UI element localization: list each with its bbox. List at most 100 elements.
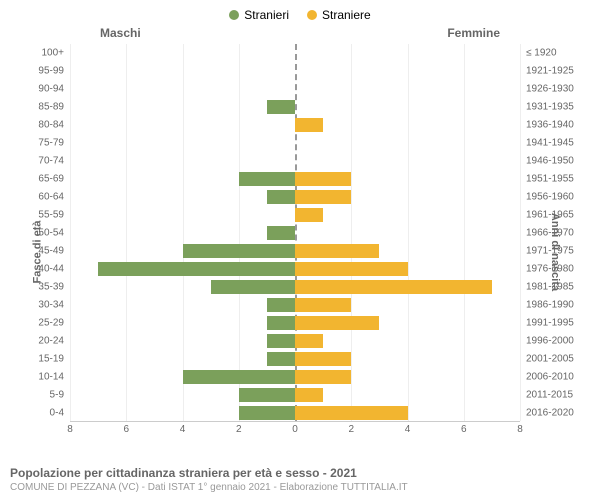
birth-label: 1986-1990	[526, 300, 574, 311]
age-label: 80-84	[38, 120, 64, 131]
birth-label: 2016-2020	[526, 408, 574, 419]
age-row: 80-841936-1940	[70, 116, 520, 134]
birth-label: 1936-1940	[526, 120, 574, 131]
age-row: 75-791941-1945	[70, 134, 520, 152]
age-row: 20-241996-2000	[70, 332, 520, 350]
birth-label: 1941-1945	[526, 138, 574, 149]
age-label: 100+	[41, 48, 64, 59]
bar-female	[295, 280, 492, 294]
birth-label: 1971-1975	[526, 246, 574, 257]
birth-label: 1961-1965	[526, 210, 574, 221]
age-label: 10-14	[38, 372, 64, 383]
birth-label: 1981-1985	[526, 282, 574, 293]
age-row: 15-192001-2005	[70, 350, 520, 368]
x-tick: 0	[292, 424, 298, 435]
age-label: 60-64	[38, 192, 64, 203]
age-label: 55-59	[38, 210, 64, 221]
legend-swatch-male	[229, 10, 239, 20]
age-row: 100+≤ 1920	[70, 44, 520, 62]
footer: Popolazione per cittadinanza straniera p…	[0, 460, 600, 493]
age-row: 30-341986-1990	[70, 296, 520, 314]
age-row: 60-641956-1960	[70, 188, 520, 206]
gridline	[520, 44, 521, 421]
legend-label-female: Straniere	[322, 8, 371, 22]
x-tick: 8	[517, 424, 523, 435]
bar-female	[295, 262, 408, 276]
birth-label: 1991-1995	[526, 318, 574, 329]
chart-grid: 100+≤ 192095-991921-192590-941926-193085…	[70, 44, 520, 422]
age-row: 50-541966-1970	[70, 224, 520, 242]
x-tick: 6	[461, 424, 467, 435]
bar-male	[239, 388, 295, 402]
bar-male	[267, 316, 295, 330]
age-row: 85-891931-1935	[70, 98, 520, 116]
bar-female	[295, 172, 351, 186]
birth-label: 2006-2010	[526, 372, 574, 383]
age-label: 40-44	[38, 264, 64, 275]
age-label: 70-74	[38, 156, 64, 167]
age-label: 65-69	[38, 174, 64, 185]
bar-male	[267, 226, 295, 240]
age-row: 25-291991-1995	[70, 314, 520, 332]
age-label: 0-4	[50, 408, 64, 419]
birth-label: 1921-1925	[526, 66, 574, 77]
age-label: 35-39	[38, 282, 64, 293]
x-axis-ticks: 864202468	[70, 422, 520, 438]
birth-label: 1976-1980	[526, 264, 574, 275]
legend-item-female: Straniere	[307, 8, 371, 22]
legend-swatch-female	[307, 10, 317, 20]
age-label: 45-49	[38, 246, 64, 257]
bar-female	[295, 388, 323, 402]
pyramid-chart: Fasce di età Anni di nascita 100+≤ 19209…	[0, 44, 600, 460]
age-row: 70-741946-1950	[70, 152, 520, 170]
footer-title: Popolazione per cittadinanza straniera p…	[10, 466, 590, 480]
bar-male	[239, 406, 295, 420]
age-row: 10-142006-2010	[70, 368, 520, 386]
age-label: 90-94	[38, 84, 64, 95]
bar-female	[295, 334, 323, 348]
birth-label: 1946-1950	[526, 156, 574, 167]
birth-label: ≤ 1920	[526, 48, 557, 59]
bar-female	[295, 118, 323, 132]
age-label: 50-54	[38, 228, 64, 239]
bar-female	[295, 208, 323, 222]
age-row: 65-691951-1955	[70, 170, 520, 188]
age-row: 45-491971-1975	[70, 242, 520, 260]
birth-label: 1931-1935	[526, 102, 574, 113]
bar-female	[295, 352, 351, 366]
bar-female	[295, 370, 351, 384]
header-left: Maschi	[100, 26, 141, 40]
legend: Stranieri Straniere	[0, 0, 600, 26]
birth-label: 1996-2000	[526, 336, 574, 347]
legend-item-male: Stranieri	[229, 8, 289, 22]
bar-female	[295, 190, 351, 204]
bar-male	[267, 334, 295, 348]
footer-sub: COMUNE DI PEZZANA (VC) - Dati ISTAT 1° g…	[10, 482, 590, 493]
age-label: 85-89	[38, 102, 64, 113]
age-label: 30-34	[38, 300, 64, 311]
bar-female	[295, 298, 351, 312]
x-tick: 2	[236, 424, 242, 435]
age-label: 20-24	[38, 336, 64, 347]
x-tick: 4	[405, 424, 411, 435]
birth-label: 2001-2005	[526, 354, 574, 365]
header-right: Femmine	[447, 26, 500, 40]
age-row: 40-441976-1980	[70, 260, 520, 278]
bar-male	[183, 370, 296, 384]
bar-male	[267, 352, 295, 366]
bar-male	[211, 280, 295, 294]
bar-female	[295, 316, 379, 330]
birth-label: 1951-1955	[526, 174, 574, 185]
birth-label: 1926-1930	[526, 84, 574, 95]
side-headers: Maschi Femmine	[0, 26, 600, 40]
bar-female	[295, 244, 379, 258]
bar-male	[267, 190, 295, 204]
age-label: 15-19	[38, 354, 64, 365]
bar-male	[98, 262, 295, 276]
x-tick: 8	[67, 424, 73, 435]
age-label: 95-99	[38, 66, 64, 77]
bar-male	[267, 100, 295, 114]
legend-label-male: Stranieri	[244, 8, 289, 22]
x-tick: 4	[180, 424, 186, 435]
age-row: 95-991921-1925	[70, 62, 520, 80]
